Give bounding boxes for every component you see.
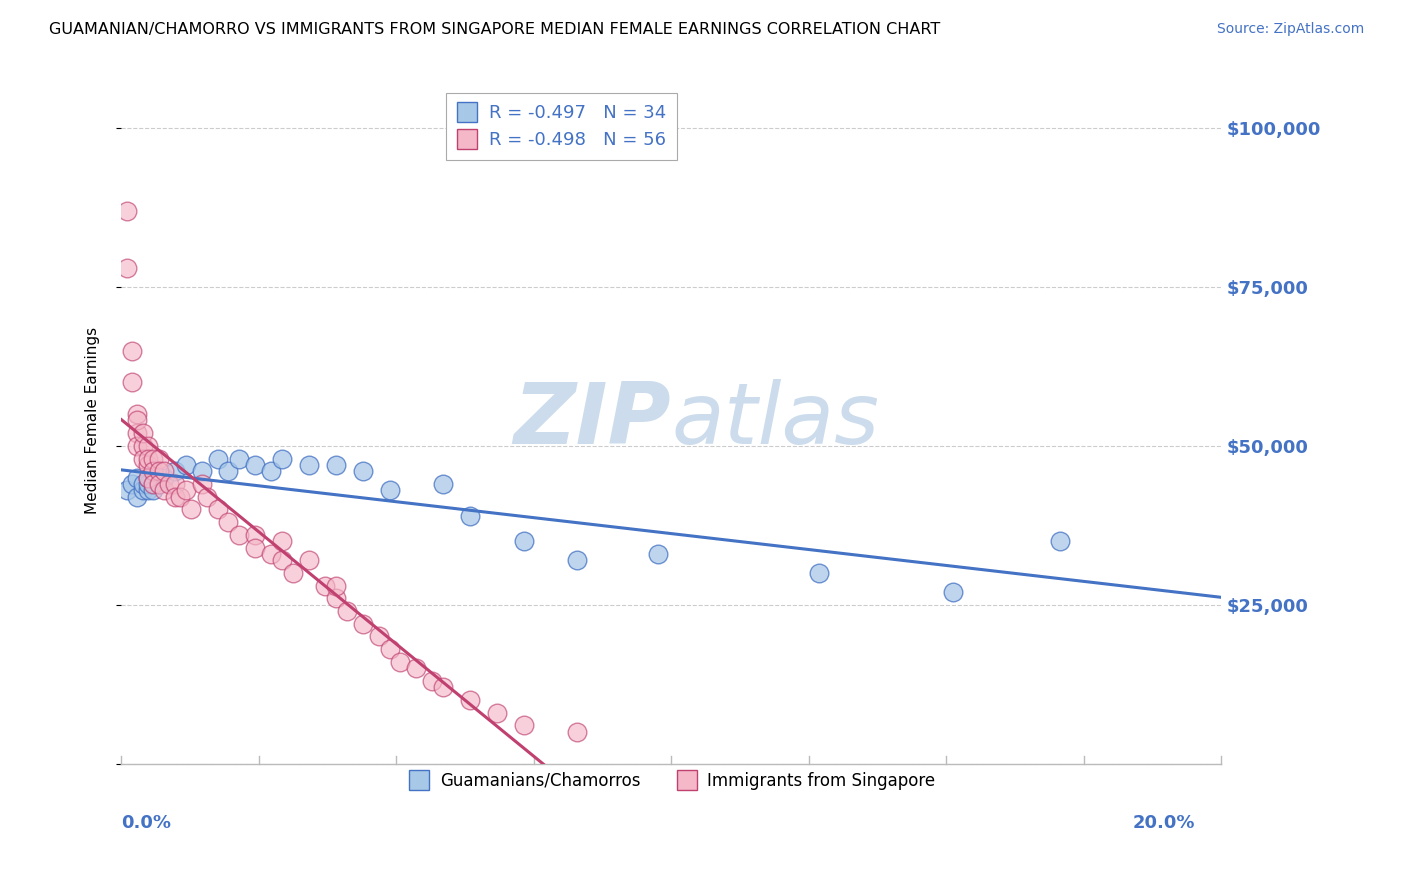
Point bbox=[115, 260, 138, 275]
Point bbox=[127, 439, 149, 453]
Point bbox=[378, 642, 401, 657]
Point bbox=[142, 477, 165, 491]
Point bbox=[207, 451, 229, 466]
Text: 0.0%: 0.0% bbox=[121, 814, 172, 832]
Point bbox=[314, 579, 336, 593]
Point bbox=[807, 566, 830, 580]
Point bbox=[121, 376, 143, 390]
Point bbox=[136, 451, 159, 466]
Point bbox=[352, 464, 374, 478]
Point bbox=[136, 483, 159, 498]
Point bbox=[281, 566, 304, 580]
Point bbox=[567, 553, 589, 567]
Point bbox=[121, 343, 143, 358]
Point bbox=[148, 477, 170, 491]
Point bbox=[148, 451, 170, 466]
Point bbox=[389, 655, 412, 669]
Point bbox=[142, 464, 165, 478]
Point bbox=[207, 502, 229, 516]
Point bbox=[325, 579, 347, 593]
Point bbox=[405, 661, 427, 675]
Point bbox=[127, 490, 149, 504]
Y-axis label: Median Female Earnings: Median Female Earnings bbox=[86, 327, 100, 514]
Point bbox=[271, 451, 294, 466]
Point bbox=[127, 426, 149, 441]
Point bbox=[228, 451, 250, 466]
Point bbox=[180, 502, 202, 516]
Point bbox=[127, 470, 149, 484]
Point bbox=[159, 477, 181, 491]
Point bbox=[298, 458, 321, 472]
Point bbox=[352, 616, 374, 631]
Point bbox=[245, 458, 267, 472]
Point bbox=[432, 681, 454, 695]
Point bbox=[131, 426, 153, 441]
Point bbox=[121, 477, 143, 491]
Point bbox=[136, 470, 159, 484]
Point bbox=[458, 693, 481, 707]
Point bbox=[260, 547, 283, 561]
Point bbox=[153, 483, 176, 498]
Point bbox=[131, 439, 153, 453]
Point bbox=[163, 464, 186, 478]
Point bbox=[271, 553, 294, 567]
Point bbox=[325, 458, 347, 472]
Point bbox=[245, 541, 267, 555]
Point bbox=[142, 451, 165, 466]
Point bbox=[163, 490, 186, 504]
Point bbox=[271, 534, 294, 549]
Point bbox=[218, 515, 240, 529]
Point bbox=[512, 718, 534, 732]
Point bbox=[115, 203, 138, 218]
Text: atlas: atlas bbox=[671, 379, 879, 462]
Point bbox=[367, 630, 389, 644]
Legend: Guamanians/Chamorros, Immigrants from Singapore: Guamanians/Chamorros, Immigrants from Si… bbox=[401, 765, 942, 797]
Point bbox=[153, 464, 176, 478]
Point bbox=[131, 477, 153, 491]
Point bbox=[485, 706, 508, 720]
Point bbox=[190, 477, 212, 491]
Point bbox=[260, 464, 283, 478]
Text: GUAMANIAN/CHAMORRO VS IMMIGRANTS FROM SINGAPORE MEDIAN FEMALE EARNINGS CORRELATI: GUAMANIAN/CHAMORRO VS IMMIGRANTS FROM SI… bbox=[49, 22, 941, 37]
Point bbox=[325, 591, 347, 606]
Point bbox=[127, 413, 149, 427]
Point bbox=[148, 477, 170, 491]
Point bbox=[127, 407, 149, 421]
Point bbox=[512, 534, 534, 549]
Point bbox=[131, 451, 153, 466]
Point bbox=[174, 483, 197, 498]
Point bbox=[136, 470, 159, 484]
Point bbox=[163, 477, 186, 491]
Point bbox=[458, 508, 481, 523]
Point bbox=[136, 458, 159, 472]
Point bbox=[136, 477, 159, 491]
Point bbox=[190, 464, 212, 478]
Point bbox=[195, 490, 218, 504]
Text: Source: ZipAtlas.com: Source: ZipAtlas.com bbox=[1216, 22, 1364, 37]
Point bbox=[148, 464, 170, 478]
Point bbox=[153, 470, 176, 484]
Point bbox=[169, 490, 191, 504]
Point bbox=[245, 528, 267, 542]
Point bbox=[142, 477, 165, 491]
Point bbox=[298, 553, 321, 567]
Point bbox=[647, 547, 669, 561]
Point bbox=[115, 483, 138, 498]
Point bbox=[942, 585, 965, 599]
Point bbox=[432, 477, 454, 491]
Point bbox=[218, 464, 240, 478]
Point bbox=[378, 483, 401, 498]
Text: 20.0%: 20.0% bbox=[1132, 814, 1195, 832]
Text: ZIP: ZIP bbox=[513, 379, 671, 462]
Point bbox=[1049, 534, 1071, 549]
Point bbox=[174, 458, 197, 472]
Point bbox=[228, 528, 250, 542]
Point bbox=[136, 439, 159, 453]
Point bbox=[131, 483, 153, 498]
Point bbox=[142, 483, 165, 498]
Point bbox=[335, 604, 357, 618]
Point bbox=[567, 724, 589, 739]
Point bbox=[422, 673, 444, 688]
